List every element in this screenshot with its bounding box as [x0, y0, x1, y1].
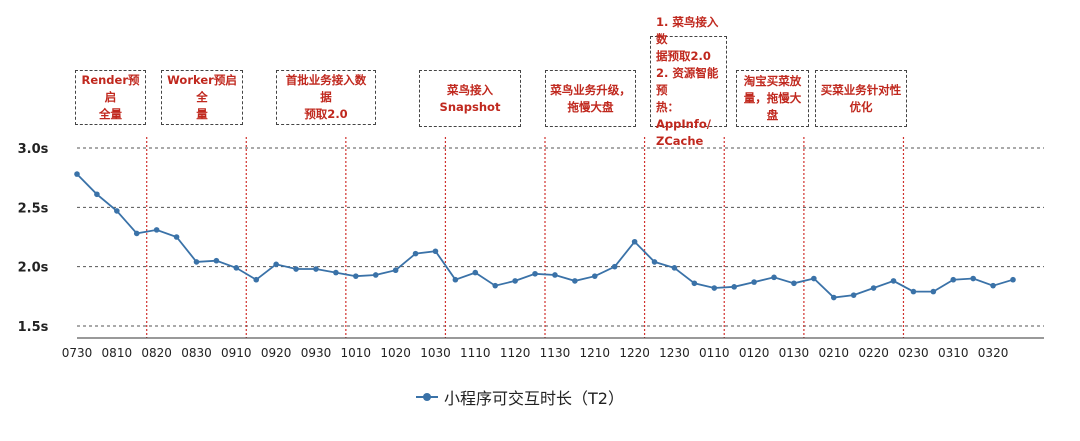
data-point: [711, 285, 718, 291]
y-tick-labels: 1.5s 2.0s 2.5s 3.0s: [18, 142, 49, 335]
x-tick-label: 0930: [301, 346, 332, 360]
annotation-box-6: 1. 菜鸟接入数 据预取2.0 2. 资源智能预 热：AppInfo/ ZCac…: [650, 15, 727, 148]
x-tick-label: 0910: [221, 346, 252, 360]
data-point: [611, 263, 618, 270]
data-point: [691, 280, 698, 287]
data-point: [74, 171, 80, 177]
data-point: [253, 276, 260, 283]
x-tick-label: 1030: [420, 346, 451, 360]
data-point: [392, 267, 399, 274]
x-tick-label: 1220: [619, 346, 650, 360]
x-tick-label: 1130: [540, 346, 571, 360]
data-point: [1010, 276, 1016, 283]
data-point: [731, 284, 737, 290]
x-tick-label: 0130: [779, 346, 810, 360]
x-tick-label: 0220: [858, 346, 889, 360]
data-point: [492, 282, 499, 289]
data-point: [830, 294, 837, 301]
grid-lines: [77, 147, 1044, 327]
legend: 小程序可交互时长（T2）: [416, 385, 624, 409]
data-point: [512, 278, 518, 284]
data-point: [372, 272, 379, 278]
data-point: [313, 266, 319, 272]
data-point: [552, 272, 558, 278]
data-point: [153, 227, 160, 233]
data-point: [950, 276, 957, 283]
annotation-box-2: Worker预启全 量: [161, 70, 243, 125]
data-point: [850, 292, 857, 298]
x-tick-label: 0210: [818, 346, 849, 360]
x-tick-label: 1230: [659, 346, 690, 360]
x-tick-label: 1020: [380, 346, 411, 360]
data-point: [94, 191, 100, 198]
data-point: [631, 238, 638, 245]
x-tick-label: 0110: [699, 346, 730, 360]
event-lines: [146, 137, 905, 338]
y-tick-label: 2.0s: [18, 261, 49, 276]
data-point: [273, 261, 279, 268]
annotation-box-4: 菜鸟接入Snapshot: [419, 70, 521, 127]
data-point: [412, 250, 419, 257]
x-tick-label: 1210: [580, 346, 611, 360]
annotation-box-1: Render预启 全量: [75, 70, 146, 125]
data-point: [114, 208, 120, 214]
y-tick-label: 3.0s: [18, 142, 49, 157]
data-point: [771, 274, 777, 281]
x-tick-label: 0920: [261, 346, 292, 360]
data-point: [890, 278, 897, 284]
x-tick-label: 0120: [739, 346, 770, 360]
data-point: [353, 273, 359, 279]
data-point: [811, 275, 817, 282]
data-point: [970, 275, 976, 282]
series-line-0: [76, 173, 1014, 299]
annotation-box-3: 首批业务接入数据 预取2.0: [276, 70, 376, 125]
data-point: [452, 276, 459, 283]
x-tick-label: 0320: [978, 346, 1009, 360]
data-point: [870, 285, 877, 291]
y-tick-label: 2.5s: [18, 201, 49, 216]
data-point: [532, 270, 538, 277]
legend-label: 小程序可交互时长（T2）: [444, 389, 624, 408]
data-point: [990, 282, 996, 289]
x-tick-label: 1010: [341, 346, 372, 360]
data-point: [671, 265, 678, 271]
data-point: [791, 280, 797, 287]
series-group: [74, 171, 1016, 301]
data-point: [591, 273, 598, 279]
data-point: [133, 230, 140, 237]
annotation-box-5: 菜鸟业务升级， 拖慢大盘: [545, 70, 636, 127]
annotation-box-7: 淘宝买菜放 量，拖慢大 盘: [736, 70, 809, 127]
data-point: [910, 288, 917, 295]
x-tick-label: 0810: [102, 346, 133, 360]
annotation-box-8: 买菜业务针对性 优化: [815, 70, 907, 127]
data-point: [333, 269, 339, 276]
data-point: [572, 278, 578, 284]
x-tick-label: 0730: [62, 346, 93, 360]
data-point: [651, 259, 658, 265]
data-point: [173, 234, 180, 240]
x-tick-label: 0830: [181, 346, 212, 360]
data-point: [751, 279, 757, 285]
data-point: [930, 288, 937, 295]
x-tick-label: 0820: [141, 346, 172, 360]
x-tick-label: 0230: [898, 346, 929, 360]
legend-marker: [416, 393, 438, 401]
x-tick-label: 1120: [500, 346, 531, 360]
data-point: [213, 257, 220, 264]
data-point: [193, 259, 200, 265]
x-tick-label: 1110: [460, 346, 491, 360]
data-point: [293, 266, 299, 272]
y-tick-label: 1.5s: [18, 320, 49, 335]
data-point: [472, 269, 479, 276]
data-point: [233, 265, 240, 271]
x-tick-label: 0310: [938, 346, 969, 360]
data-point: [432, 248, 439, 255]
x-tick-labels: 0730 0810 0820 0830 0910 0920 0930 1010 1020 1030…: [62, 346, 1009, 360]
